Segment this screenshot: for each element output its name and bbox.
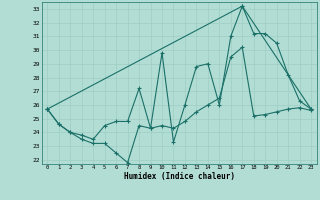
X-axis label: Humidex (Indice chaleur): Humidex (Indice chaleur) [124, 172, 235, 181]
